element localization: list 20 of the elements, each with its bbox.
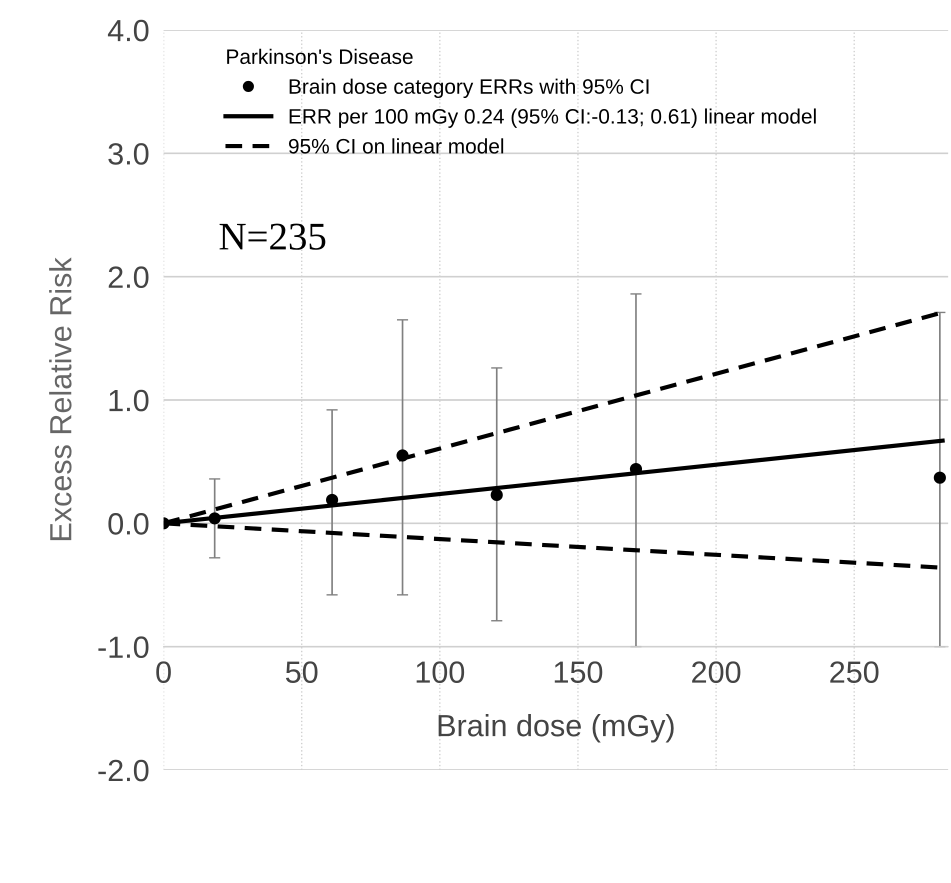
x-tick-label: 0 [156,661,171,683]
legend-label: ERR per 100 mGy 0.24 (95% CI:-0.13; 0.61) linear model [290,108,816,128]
legend-label: 95% CI on linear model [288,138,504,154]
y-tick-label: 3.0 [108,143,148,165]
x-tick-label: 100 [416,661,464,683]
y-tick-label: 0.0 [108,513,148,535]
y-tick-label: -2.0 [98,760,148,782]
x-axis-title: Brain dose (mGy) [438,714,674,743]
y-tick-label: 2.0 [108,266,148,288]
legend-label: Brain dose category ERRs with 95% CI [290,78,648,98]
x-tick-label: 50 [286,661,318,683]
y-tick-label: -1.0 [98,636,148,658]
x-tick-label: 150 [554,661,602,683]
y-axis-title: Excess Relative Risk [49,257,72,540]
y-tick-label: 1.0 [110,390,148,412]
y-tick-label: 4.0 [108,20,148,42]
x-tick-label: 200 [692,661,740,683]
x-tick-label: 250 [830,661,879,683]
legend-title: Parkinson's Disease [227,48,413,64]
annotation: N=235 [220,224,326,250]
